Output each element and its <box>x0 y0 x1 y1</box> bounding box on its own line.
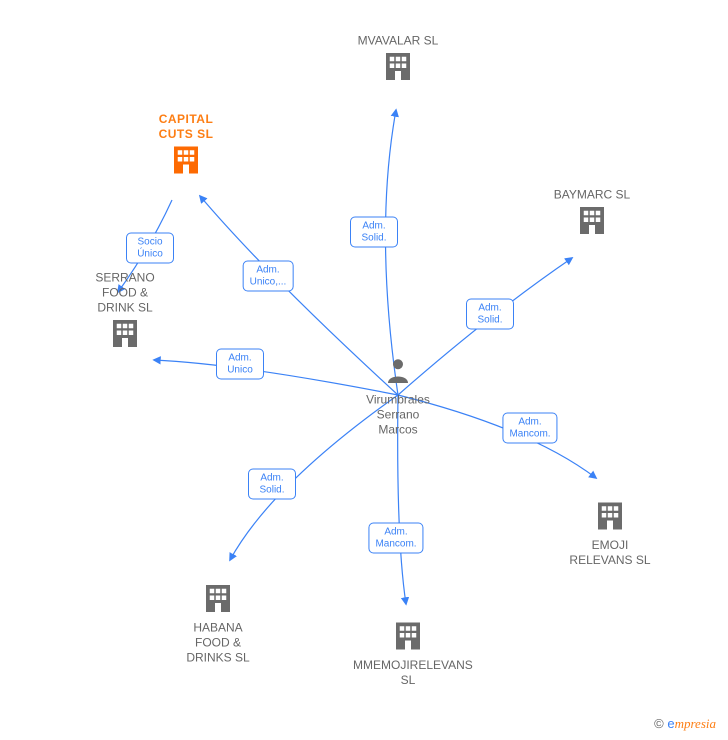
node-serranofd: SERRANO FOOD & DRINK SL <box>65 270 185 355</box>
building-icon <box>200 580 236 616</box>
edge-label: Socio Único <box>126 233 174 264</box>
person-icon <box>380 353 416 389</box>
node-capital: CAPITAL CUTS SL <box>126 112 246 182</box>
building-icon <box>380 48 416 84</box>
center-label: Virumbrales Serrano Marcos <box>338 393 458 438</box>
node-label-emoji: EMOJI RELEVANS SL <box>555 538 665 568</box>
center-node: Virumbrales Serrano Marcos <box>338 353 458 438</box>
edge-label: Adm. Mancom. <box>502 413 557 444</box>
building-icon <box>574 202 610 238</box>
building-icon <box>592 498 628 534</box>
node-label-capital: CAPITAL CUTS SL <box>131 112 241 142</box>
edge-label: Adm. Solid. <box>248 469 296 500</box>
edge-label: Adm. Mancom. <box>368 523 423 554</box>
copyright-symbol: © <box>654 716 664 731</box>
node-mvavalar: MVAVALAR SL <box>338 33 458 88</box>
node-habana: HABANA FOOD & DRINKS SL <box>158 580 278 665</box>
edge-label: Adm. Solid. <box>466 299 514 330</box>
node-label-mvavalar: MVAVALAR SL <box>343 33 453 48</box>
node-baymarc: BAYMARC SL <box>532 187 652 242</box>
building-icon <box>168 142 204 178</box>
brand-text: mpresia <box>675 716 716 731</box>
node-mmemoji: MMEMOJIRELEVANS SL <box>348 618 468 688</box>
edge-label: Adm. Unico <box>216 349 264 380</box>
edge-label: Adm. Solid. <box>350 217 398 248</box>
building-icon <box>390 618 426 654</box>
node-emoji: EMOJI RELEVANS SL <box>550 498 670 568</box>
building-icon <box>107 315 143 351</box>
node-label-serranofd: SERRANO FOOD & DRINK SL <box>70 270 180 315</box>
watermark: © empresia <box>654 716 716 732</box>
node-label-baymarc: BAYMARC SL <box>537 187 647 202</box>
node-label-mmemoji: MMEMOJIRELEVANS SL <box>353 658 463 688</box>
node-label-habana: HABANA FOOD & DRINKS SL <box>163 620 273 665</box>
edge-label: Adm. Unico,... <box>243 261 294 292</box>
